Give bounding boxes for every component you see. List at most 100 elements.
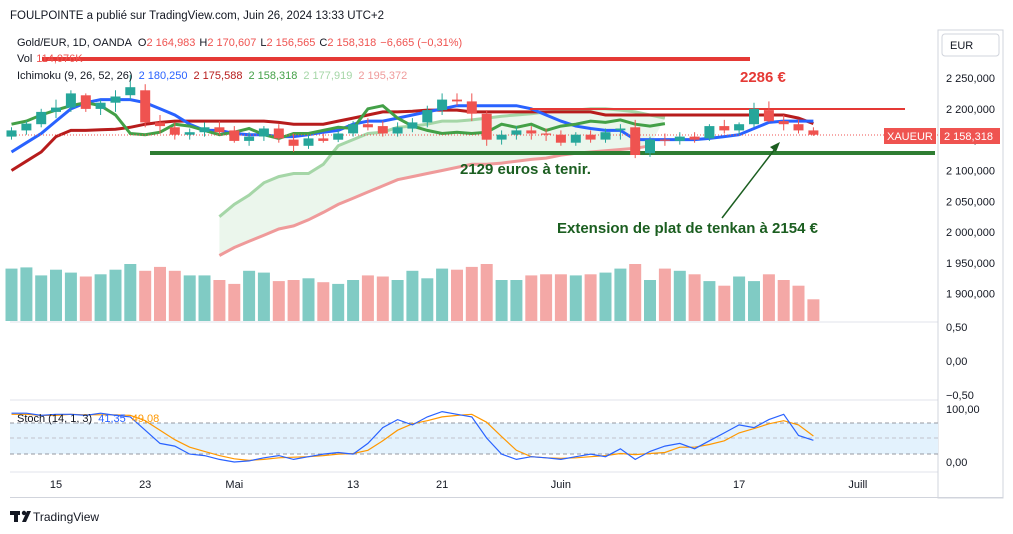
logo-mark	[22, 511, 31, 522]
candle-body	[793, 124, 804, 131]
stoch-k-line	[11, 410, 814, 463]
candle-body	[258, 128, 269, 137]
legend-stoch[interactable]: Stoch (14, 1, 3) 41,35 49,08	[17, 413, 159, 425]
volume-bar	[554, 274, 567, 321]
stoch-d-line	[11, 413, 814, 462]
volume-bars	[5, 264, 820, 322]
chikou-span	[11, 101, 666, 140]
volume-bar	[584, 274, 597, 321]
volume-bar	[629, 264, 642, 321]
support-annotation[interactable]: 2129 euros à tenir.	[460, 161, 591, 178]
candle-body	[630, 127, 641, 155]
annotation-arrow-head	[770, 142, 780, 152]
volume-bar	[658, 268, 671, 321]
time-tick-label: 13	[347, 479, 359, 491]
volume-bar	[302, 278, 315, 322]
candle-body	[734, 124, 745, 131]
candle-body	[674, 136, 685, 141]
candle-body	[333, 133, 344, 140]
target-annotation[interactable]: 2286 €	[740, 69, 787, 86]
volume-bar	[465, 266, 478, 321]
price-tag	[940, 128, 1000, 144]
candle-body	[21, 123, 32, 131]
candle-body	[95, 102, 106, 109]
volume-bar	[168, 270, 181, 321]
volume-bar	[436, 268, 449, 321]
candle-body	[273, 128, 284, 139]
candle-body	[689, 136, 700, 140]
candle-body	[555, 134, 566, 143]
candle-body	[214, 127, 225, 133]
candle-body	[570, 134, 581, 143]
candle-body	[481, 113, 492, 140]
candle-body	[6, 130, 17, 137]
volume-bar	[272, 281, 285, 321]
time-tick-label: 17	[733, 479, 745, 491]
volume-bar	[718, 285, 731, 321]
candle-body	[65, 93, 76, 108]
volume-bar	[317, 282, 330, 321]
candles	[6, 74, 819, 159]
price-tick-label: 2 200,000	[946, 104, 995, 116]
candle-body	[778, 121, 789, 125]
legend-volume[interactable]: Vol 114,076K	[17, 53, 83, 65]
candle-body	[526, 130, 537, 134]
candle-body	[452, 99, 462, 102]
candle-body	[437, 99, 448, 111]
candle-body	[140, 90, 151, 123]
currency-button-label: EUR	[950, 40, 973, 52]
logo-mark	[14, 511, 18, 522]
volume-bar	[183, 275, 196, 321]
legend-ichimoku[interactable]: Ichimoku (9, 26, 52, 26) 2 180,250 2 175,5…	[17, 70, 407, 82]
price-tick-label: 1 950,000	[946, 258, 995, 270]
volume-bar	[451, 269, 463, 321]
volume-bar	[243, 270, 256, 321]
candle-body	[466, 101, 477, 114]
time-tick-label: 15	[50, 479, 62, 491]
volume-bar	[391, 280, 404, 321]
candle-body	[318, 138, 329, 141]
volume-bar	[540, 274, 553, 321]
candle-body	[303, 138, 314, 146]
volume-bar	[154, 266, 166, 321]
volume-bar	[50, 269, 62, 321]
candle-body	[51, 107, 61, 112]
currency-button[interactable]	[941, 33, 1000, 57]
volume-bar	[124, 264, 137, 321]
symbol-tag-label: XAUEUR	[887, 131, 933, 143]
candle-body	[659, 139, 670, 141]
candle-body	[362, 124, 373, 128]
time-axis[interactable]: 15 23 Mai 13 21 Juin 17 Juill	[50, 479, 868, 491]
volume-bar	[421, 278, 434, 322]
cloud-fill	[219, 108, 665, 256]
candle-body	[541, 133, 552, 135]
volume-bar	[64, 272, 77, 321]
price-tag-label: 2 158,318	[944, 131, 993, 143]
volume-tick-label: 0,50	[946, 322, 967, 334]
annotation-arrow[interactable]	[721, 144, 779, 219]
volume-bar	[79, 276, 92, 321]
extension-annotation[interactable]: Extension de plat de tenkan à 2154 €	[557, 220, 819, 237]
volume-bar	[213, 280, 226, 321]
candle-body	[184, 132, 195, 135]
bottom-border	[10, 497, 1003, 498]
volume-bar	[525, 275, 538, 321]
volume-bar	[762, 274, 775, 321]
candle-body	[763, 110, 774, 122]
candle-body	[407, 122, 418, 129]
volume-bar	[599, 272, 612, 321]
candle-body	[704, 126, 715, 139]
legend-symbol[interactable]: Gold/EUR, 1D, OANDA O2 164,983 H2 170,607 L…	[17, 37, 462, 49]
volume-bar	[5, 268, 18, 321]
tradingview-logo[interactable]: TradingView	[10, 510, 99, 524]
price-tick-label: 2 000,000	[946, 227, 995, 239]
volume-bar	[228, 283, 241, 321]
volume-bar	[733, 276, 746, 321]
volume-bar	[139, 270, 152, 321]
candle-body	[36, 111, 47, 125]
volume-bar	[673, 270, 686, 321]
candle-body	[719, 126, 730, 131]
